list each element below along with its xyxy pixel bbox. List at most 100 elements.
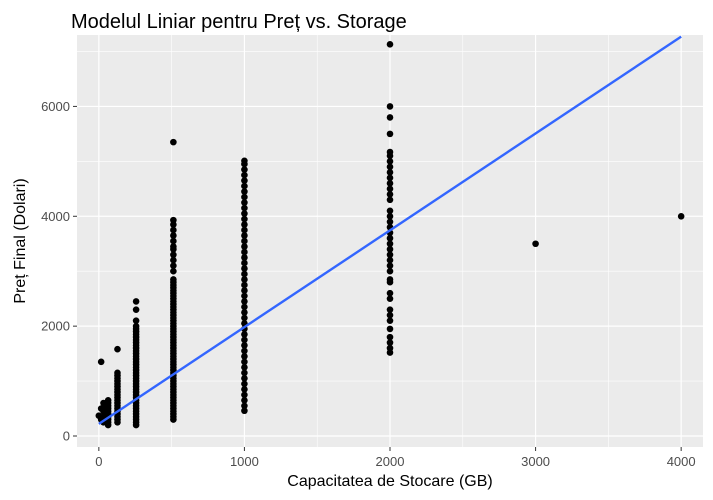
data-point <box>386 344 394 352</box>
data-point <box>386 262 394 270</box>
data-point <box>386 240 394 248</box>
data-point <box>114 345 121 353</box>
data-point <box>241 309 248 316</box>
data-point <box>241 303 248 311</box>
data-point <box>241 276 248 283</box>
data-point <box>241 254 248 261</box>
data-point <box>386 191 394 198</box>
data-point <box>170 243 177 250</box>
data-points <box>95 41 685 429</box>
regression-line <box>98 35 682 425</box>
x-axis-ticks: 0 1000 2000 3000 4000 <box>95 447 696 469</box>
data-point <box>241 171 248 179</box>
data-point <box>241 204 248 212</box>
data-point <box>386 311 394 319</box>
data-point <box>241 342 248 349</box>
data-point <box>386 289 394 297</box>
data-point <box>170 226 177 234</box>
data-point <box>241 215 248 223</box>
data-point <box>241 375 248 382</box>
data-point <box>241 407 248 415</box>
data-point <box>241 193 248 201</box>
data-point <box>386 207 394 215</box>
data-point <box>241 336 248 344</box>
data-point <box>241 353 248 360</box>
data-point <box>241 177 248 184</box>
data-point <box>386 163 394 171</box>
data-point <box>241 270 248 278</box>
regression-line-group <box>98 35 682 425</box>
data-point <box>132 298 140 305</box>
data-point <box>170 232 177 239</box>
data-point <box>386 174 394 182</box>
data-point <box>241 380 248 388</box>
x-tick-label: 3000 <box>521 454 550 469</box>
x-tick-label: 2000 <box>376 454 405 469</box>
data-point <box>386 130 394 138</box>
data-point <box>386 317 394 324</box>
chart-title: Modelul Liniar pentru Preț vs. Storage <box>71 11 407 33</box>
data-point <box>241 347 248 355</box>
data-point <box>241 248 248 256</box>
data-point <box>241 232 248 239</box>
data-point <box>241 259 248 267</box>
y-tick-label: 4000 <box>41 209 70 224</box>
data-point <box>386 234 394 242</box>
data-point <box>241 265 248 272</box>
data-point <box>170 262 177 270</box>
data-point <box>241 157 248 165</box>
data-point <box>170 237 177 245</box>
data-point <box>170 267 177 275</box>
data-point <box>386 325 394 333</box>
data-point <box>170 256 177 264</box>
data-point <box>241 226 248 234</box>
data-point <box>386 295 394 302</box>
data-point <box>386 267 394 275</box>
data-point <box>132 317 140 324</box>
data-point <box>241 210 248 217</box>
data-point <box>241 221 248 228</box>
data-point <box>386 196 394 204</box>
data-point <box>132 322 140 330</box>
data-point <box>241 386 248 393</box>
data-point <box>386 339 394 346</box>
data-point <box>386 114 394 121</box>
data-point <box>97 358 105 366</box>
data-point <box>114 369 121 377</box>
data-point <box>386 251 394 259</box>
data-point <box>241 402 248 410</box>
data-point <box>386 185 394 193</box>
data-point <box>241 298 248 305</box>
data-point <box>241 199 248 206</box>
data-point <box>386 212 394 220</box>
y-tick-label: 6000 <box>41 99 70 114</box>
data-point <box>386 41 394 48</box>
data-point <box>241 364 248 371</box>
data-point <box>386 306 394 313</box>
data-point <box>241 182 248 190</box>
data-point <box>132 306 140 313</box>
data-point <box>386 158 394 165</box>
data-point <box>241 314 248 322</box>
x-axis-label: Capacitatea de Stocare (GB) <box>287 473 492 490</box>
data-point <box>241 188 248 195</box>
x-tick-label: 4000 <box>667 454 696 469</box>
x-tick-label: 0 <box>95 454 102 469</box>
y-axis-ticks: 0 2000 4000 6000 <box>41 99 77 444</box>
data-point <box>104 397 112 404</box>
data-point <box>241 397 248 404</box>
x-tick-label: 1000 <box>230 454 259 469</box>
data-point <box>170 216 177 224</box>
data-point <box>170 276 177 283</box>
data-point <box>532 240 539 248</box>
data-point <box>241 237 248 245</box>
data-point <box>386 169 394 176</box>
y-tick-label: 2000 <box>41 319 70 334</box>
data-point <box>386 180 394 187</box>
data-point <box>386 276 394 283</box>
data-point <box>170 251 177 259</box>
data-point <box>386 218 394 226</box>
data-point <box>386 256 394 264</box>
data-point <box>386 333 394 341</box>
